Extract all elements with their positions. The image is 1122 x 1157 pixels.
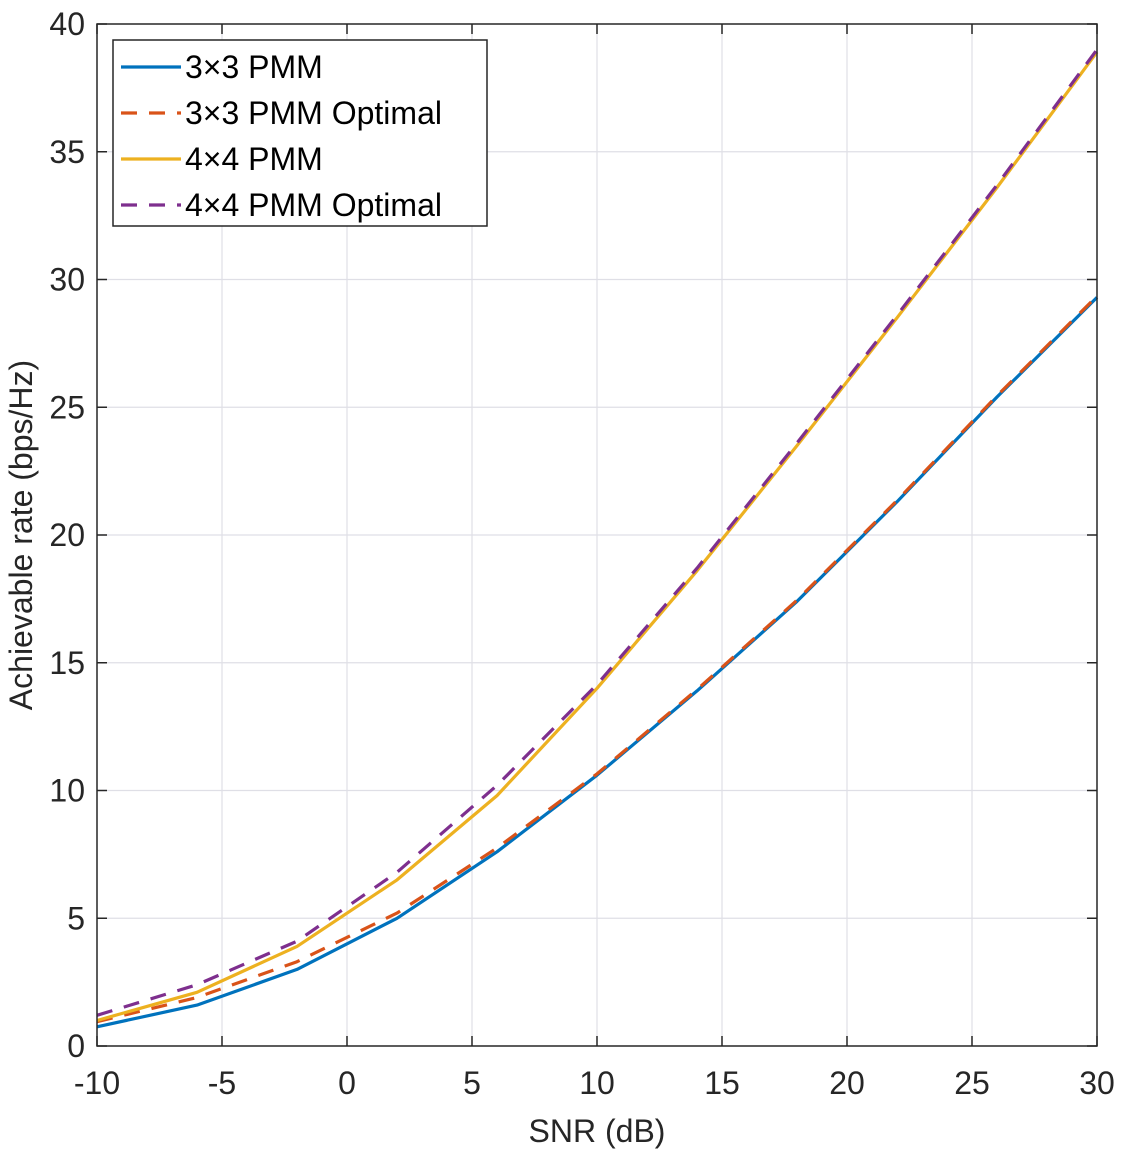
x-tick-label: 5 [463, 1065, 481, 1101]
x-tick-label: 30 [1079, 1065, 1115, 1101]
x-axis-label: SNR (dB) [529, 1113, 666, 1149]
x-tick-label: 10 [579, 1065, 615, 1101]
x-tick-label: -5 [208, 1065, 236, 1101]
series-line-3 [96, 48, 1099, 1017]
y-tick-label: 20 [49, 517, 85, 553]
legend-label-0: 3×3 PMM [185, 49, 323, 85]
y-tick-label: 30 [49, 262, 85, 298]
y-tick-label: 15 [49, 645, 85, 681]
y-tick-label: 5 [67, 900, 85, 936]
y-tick-label: 25 [49, 389, 85, 425]
series-line-2 [96, 51, 1099, 1023]
x-tick-label: 25 [954, 1065, 990, 1101]
series-lines [96, 48, 1099, 1029]
legend-label-1: 3×3 PMM Optimal [185, 95, 442, 131]
legend: 3×3 PMM 3×3 PMM Optimal 4×4 PMM 4×4 PMM Opt… [112, 39, 488, 227]
y-tick-label: 10 [49, 773, 85, 809]
y-tick-label: 0 [67, 1028, 85, 1064]
y-axis-label: Achievable rate (bps/Hz) [3, 360, 39, 710]
legend-label-3: 4×4 PMM Optimal [185, 187, 442, 223]
x-tick-label: 0 [338, 1065, 356, 1101]
legend-label-2: 4×4 PMM [185, 141, 323, 177]
series-line-1 [96, 294, 1099, 1024]
x-tick-label: 20 [829, 1065, 865, 1101]
x-tick-label: 15 [704, 1065, 740, 1101]
x-tick-label: -10 [74, 1065, 120, 1101]
ticks: -10 -5 0 5 10 15 20 25 30 0 5 10 15 20 25 30 35 40 [49, 6, 1114, 1101]
y-tick-label: 35 [49, 134, 85, 170]
legend-box [112, 39, 488, 227]
y-tick-label: 40 [49, 6, 85, 42]
